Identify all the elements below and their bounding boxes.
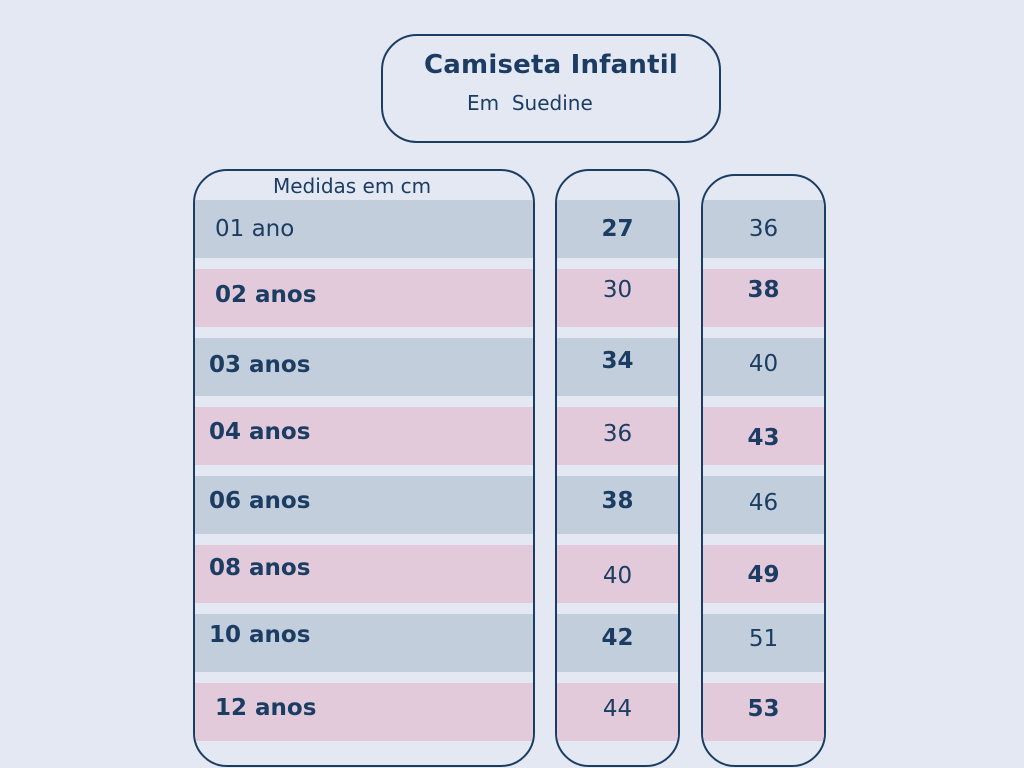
- measure-value: 36: [602, 421, 633, 447]
- table-row: 43: [703, 407, 824, 465]
- measure-value: 43: [747, 425, 780, 451]
- measure-column-b: 36 38 40 43 46 49 51 53: [701, 174, 826, 767]
- table-row: 42: [557, 614, 678, 672]
- table-row: 40: [703, 338, 824, 396]
- table-row: 44: [557, 683, 678, 741]
- measure-value: 40: [748, 351, 779, 377]
- table-row: 53: [703, 683, 824, 741]
- measure-value: 49: [747, 562, 780, 588]
- size-label: 01 ano: [215, 216, 295, 242]
- table-row: 10 anos: [195, 614, 533, 672]
- table-row: 30: [557, 269, 678, 327]
- measure-value: 42: [601, 625, 634, 651]
- column-header: Medidas em cm: [273, 174, 432, 198]
- page-title: Camiseta Infantil: [424, 50, 678, 80]
- table-row: 49: [703, 545, 824, 603]
- table-row: 40: [557, 545, 678, 603]
- table-row: 04 anos: [195, 407, 533, 465]
- table-row: 27: [557, 200, 678, 258]
- size-label: 12 anos: [215, 695, 317, 721]
- size-labels-column: Medidas em cm 01 ano 02 anos 03 anos 04 …: [193, 169, 535, 767]
- table-row: 34: [557, 338, 678, 396]
- table-row: 51: [703, 614, 824, 672]
- table-row: 08 anos: [195, 545, 533, 603]
- measure-value: 51: [748, 626, 779, 652]
- measure-value: 46: [748, 490, 779, 516]
- measure-value: 34: [601, 348, 634, 374]
- measure-value: 53: [747, 696, 780, 722]
- size-label: 10 anos: [209, 622, 311, 648]
- measure-value: 27: [601, 216, 634, 242]
- title-box: Camiseta Infantil Em Suedine: [381, 34, 721, 143]
- size-label: 02 anos: [215, 282, 317, 308]
- page-subtitle: Em Suedine: [467, 91, 593, 115]
- table-row: 06 anos: [195, 476, 533, 534]
- table-row: 03 anos: [195, 338, 533, 396]
- table-row: 36: [703, 200, 824, 258]
- measure-value: 38: [601, 488, 634, 514]
- table-row: 36: [557, 407, 678, 465]
- table-row: 02 anos: [195, 269, 533, 327]
- measure-value: 38: [747, 277, 780, 303]
- size-label: 06 anos: [209, 488, 311, 514]
- measure-value: 30: [602, 277, 633, 303]
- table-row: 38: [557, 476, 678, 534]
- table-row: 38: [703, 269, 824, 327]
- table-row: 01 ano: [195, 200, 533, 258]
- size-label: 08 anos: [209, 555, 311, 581]
- size-label: 03 anos: [209, 352, 311, 378]
- measure-value: 36: [748, 216, 779, 242]
- table-row: 12 anos: [195, 683, 533, 741]
- measure-value: 44: [602, 696, 633, 722]
- measure-value: 40: [602, 563, 633, 589]
- size-label: 04 anos: [209, 419, 311, 445]
- measure-column-a: 27 30 34 36 38 40 42 44: [555, 169, 680, 767]
- table-row: 46: [703, 476, 824, 534]
